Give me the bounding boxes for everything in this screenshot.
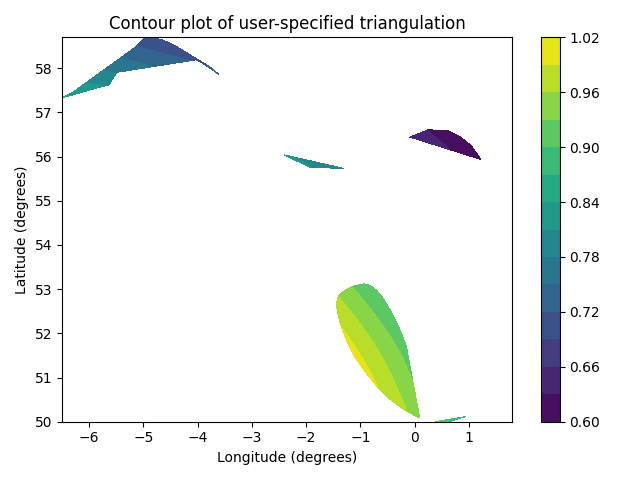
- X-axis label: Longitude (degrees): Longitude (degrees): [217, 451, 357, 465]
- Title: Contour plot of user-specified triangulation: Contour plot of user-specified triangula…: [109, 15, 465, 33]
- Y-axis label: Latitude (degrees): Latitude (degrees): [15, 165, 29, 294]
